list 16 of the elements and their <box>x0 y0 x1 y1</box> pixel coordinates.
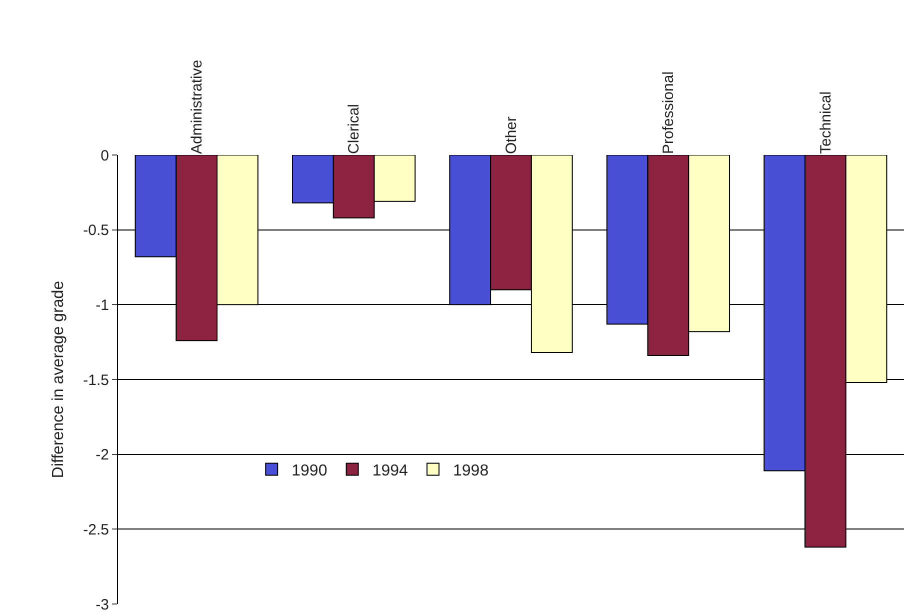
x-tick-label: Other <box>502 116 520 154</box>
y-tick-label: -2.5 <box>83 521 109 538</box>
x-tick-label: Technical <box>817 91 834 154</box>
legend-label: 1994 <box>372 462 408 480</box>
y-tick-label: -1.5 <box>83 372 109 389</box>
y-tick-label: -0.5 <box>83 222 109 240</box>
x-tick-label: Administrative <box>188 60 206 154</box>
legend-label: 1990 <box>292 462 328 480</box>
y-tick-label: -1 <box>96 296 109 314</box>
y-tick-label: -3 <box>96 596 109 614</box>
y-tick-label: 0 <box>100 147 109 164</box>
x-tick-label: Professional <box>660 71 678 154</box>
legend-label: 1998 <box>453 462 489 480</box>
y-axis-title: Difference in average grade <box>50 280 68 478</box>
y-tick-label: -2 <box>96 446 109 464</box>
x-tick-label: Clerical <box>346 104 363 154</box>
